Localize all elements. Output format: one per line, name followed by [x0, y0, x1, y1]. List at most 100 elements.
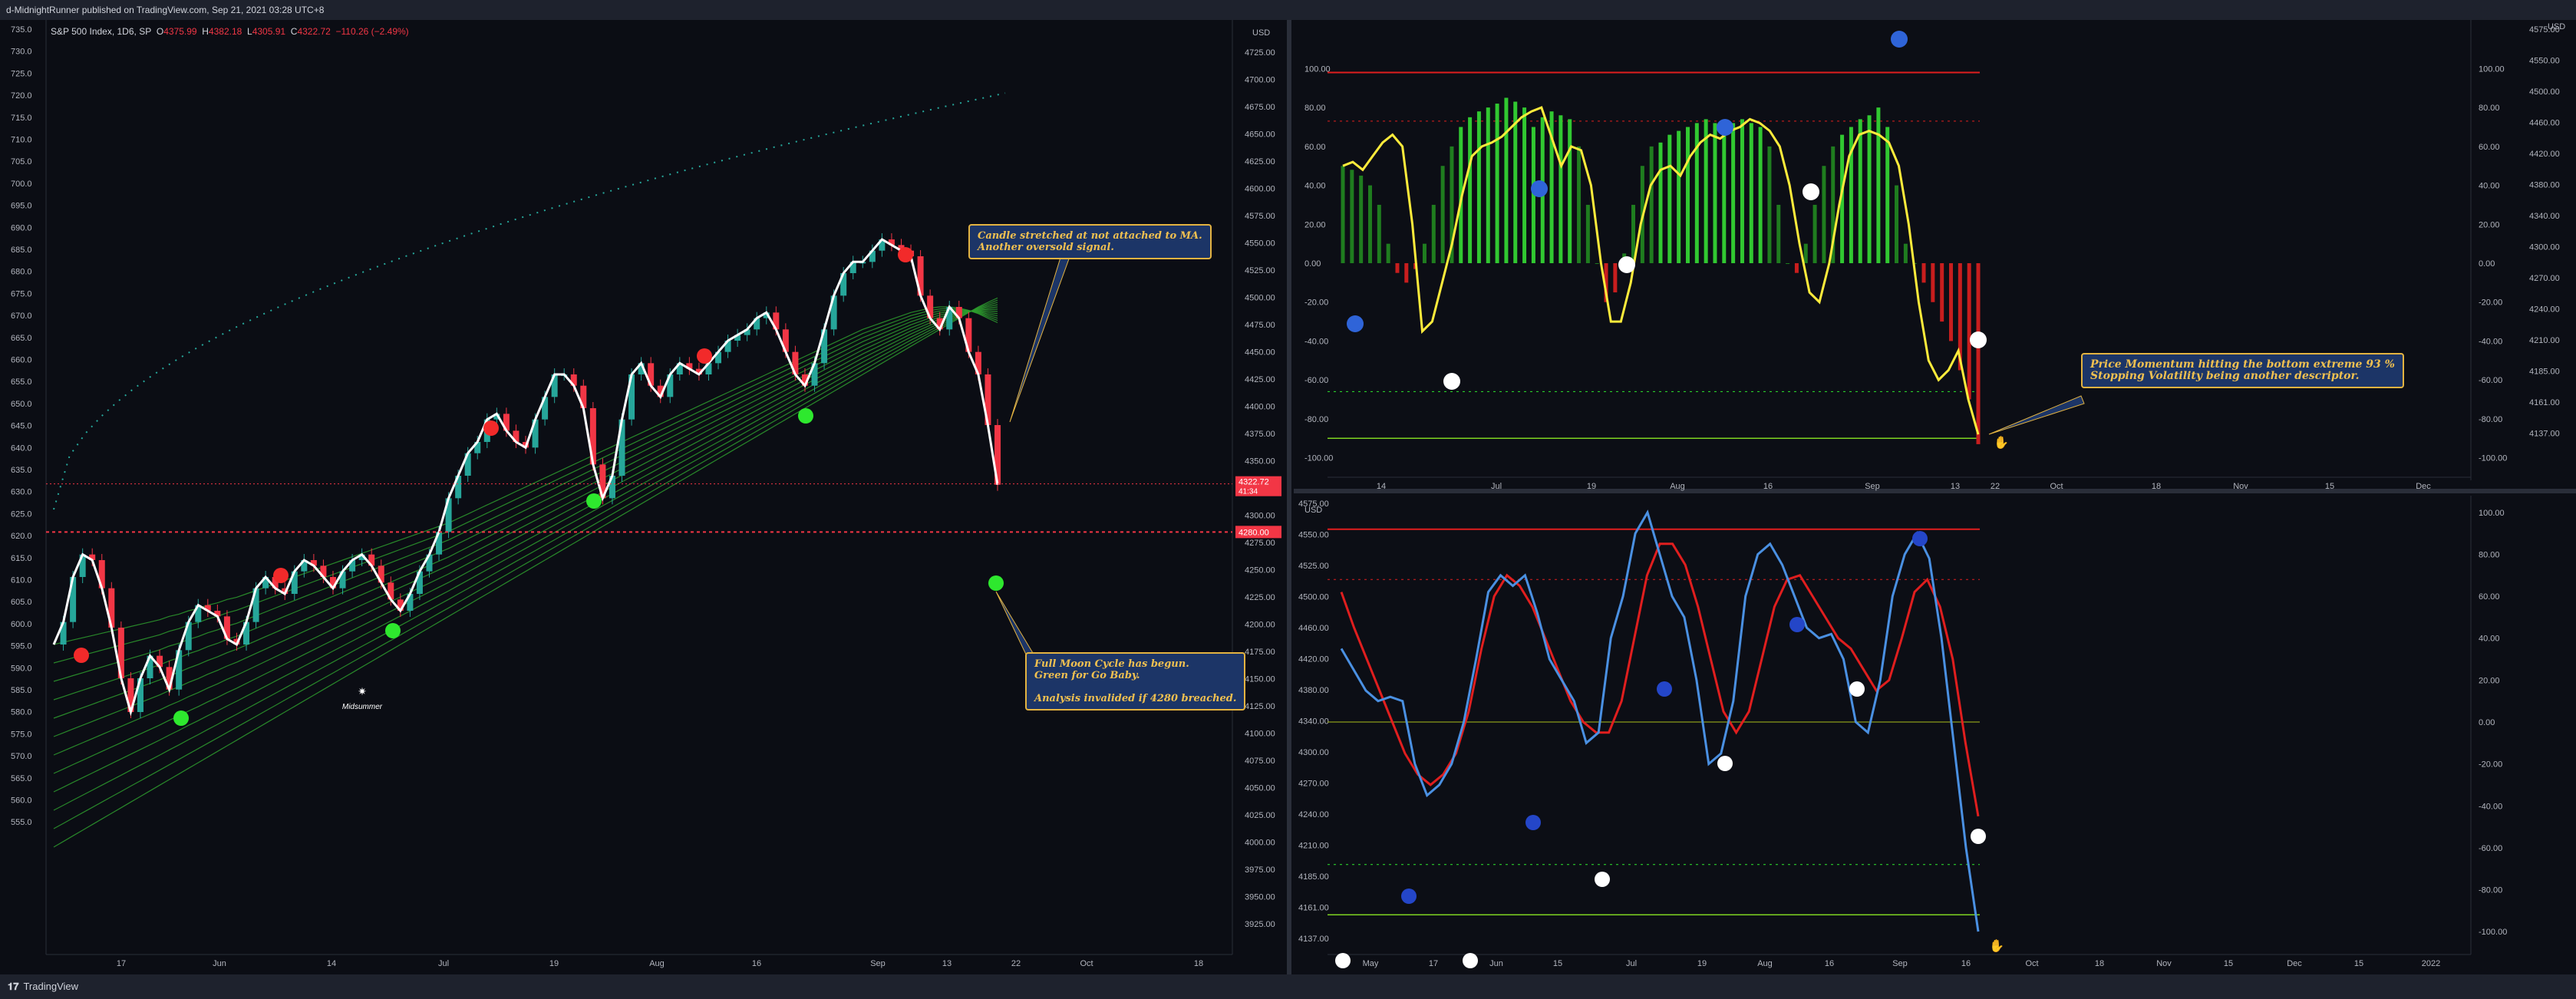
- left-axis-tick: 600.0: [11, 620, 32, 629]
- sell-signal-dot: [898, 247, 913, 262]
- momentum-blue-dot: [1891, 31, 1908, 48]
- momentum-right-tick: 60.00: [2479, 143, 2500, 152]
- candle-body: [638, 363, 645, 374]
- momentum-histogram-bar: [1731, 123, 1736, 264]
- stoch-left-tick: 4240.00: [1298, 810, 1329, 819]
- candle-body: [917, 256, 924, 296]
- candle-body: [551, 374, 558, 397]
- candle-body: [157, 655, 163, 668]
- x-axis-tick: Aug: [649, 959, 665, 968]
- candle-body: [98, 560, 105, 589]
- x-axis-tick: 18: [1194, 959, 1203, 968]
- momentum-histogram-bar: [1595, 263, 1599, 265]
- ma-ribbon-line: [53, 309, 998, 682]
- left-axis-tick: 565.0: [11, 774, 32, 783]
- price-line: [52, 238, 999, 717]
- momentum-right-tick: -40.00: [2479, 337, 2502, 346]
- momentum-far-tick: 4575.00: [2529, 25, 2560, 35]
- momentum-histogram-bar: [1422, 243, 1427, 264]
- legend-high-label: H: [202, 26, 209, 37]
- legend-low: 4305.91: [252, 26, 286, 37]
- stoch-blue-dot: [1912, 531, 1928, 546]
- momentum-histogram-bar: [1767, 146, 1772, 264]
- stoch-right-tick: -60.00: [2479, 844, 2502, 853]
- stoch-x-tick: 16: [1825, 959, 1834, 968]
- legend-open: 4375.99: [163, 26, 197, 37]
- momentum-histogram-bar: [1685, 127, 1690, 264]
- stoch-x-tick: 15: [1553, 959, 1562, 968]
- candle-body: [329, 577, 336, 589]
- momentum-histogram-bar: [1386, 243, 1390, 264]
- momentum-x-tick: Jul: [1491, 482, 1502, 491]
- momentum-histogram-bar: [1858, 119, 1862, 264]
- candle-body: [599, 464, 606, 499]
- momentum-left-tick: -20.00: [1304, 298, 1328, 308]
- right-axis-tick: 4300.00: [1245, 512, 1275, 521]
- momentum-histogram-bar: [1976, 263, 1981, 444]
- candle-body: [464, 453, 471, 476]
- momentum-histogram-bar: [1749, 123, 1753, 264]
- candle-body: [70, 577, 77, 622]
- support-price-tag: [1235, 526, 1281, 539]
- momentum-x-tick: 14: [1377, 482, 1386, 491]
- left-axis-tick: 725.0: [11, 69, 32, 78]
- ma-ribbon-line: [53, 308, 998, 756]
- stoch-x-tick: 15: [2354, 959, 2363, 968]
- momentum-far-tick: 4420.00: [2529, 150, 2560, 159]
- dotted-trend-line: [53, 92, 1006, 510]
- momentum-histogram-bar: [1631, 204, 1636, 264]
- left-axis-tick: 580.0: [11, 708, 32, 717]
- momentum-far-tick: 4240.00: [2529, 305, 2560, 315]
- momentum-histogram-bar: [1359, 175, 1364, 264]
- momentum-histogram-bar: [1786, 263, 1790, 265]
- left-axis-tick: 620.0: [11, 532, 32, 541]
- momentum-histogram-bar: [1958, 263, 1962, 371]
- candle-body: [89, 554, 96, 560]
- momentum-histogram-bar: [1876, 107, 1881, 264]
- candle-body: [493, 414, 500, 420]
- candle-body: [185, 621, 192, 651]
- momentum-histogram-bar: [1694, 123, 1699, 264]
- right-axis-tick: 4600.00: [1245, 185, 1275, 194]
- candle-body: [879, 239, 886, 251]
- candle-body: [176, 650, 183, 690]
- momentum-right-tick: -20.00: [2479, 298, 2502, 308]
- stoch-left-tick: 4185.00: [1298, 872, 1329, 882]
- left-axis-tick: 635.0: [11, 466, 32, 475]
- moon-note: Full Moon Cycle has begun. Green for Go …: [1025, 652, 1246, 711]
- momentum-far-tick: 4185.00: [2529, 368, 2560, 377]
- candle-body: [936, 318, 943, 330]
- left-axis-tick: 575.0: [11, 730, 32, 739]
- momentum-oscillator-line: [1342, 106, 1980, 435]
- momentum-left-tick: -80.00: [1304, 415, 1328, 424]
- momentum-far-tick: 4460.00: [2529, 119, 2560, 128]
- momentum-x-tick: Dec: [2416, 482, 2431, 491]
- right-axis-tick: 4050.00: [1245, 784, 1275, 793]
- candle-body: [474, 442, 481, 453]
- momentum-histogram-bar: [1822, 166, 1826, 264]
- momentum-histogram-bar: [1577, 146, 1582, 264]
- momentum-far-tick: 4137.00: [2529, 430, 2560, 439]
- candle-body: [676, 363, 683, 374]
- candle-body: [513, 430, 519, 442]
- footer: 𝟏𝟕 TradingView: [0, 974, 2576, 999]
- momentum-histogram-bar: [1377, 204, 1381, 264]
- ma-ribbon-line: [53, 306, 998, 645]
- momentum-histogram-bar: [1931, 263, 1935, 302]
- candle-body: [821, 329, 828, 364]
- momentum-histogram-bar: [1776, 204, 1781, 264]
- candle-body: [975, 351, 981, 374]
- momentum-histogram-bar: [1350, 170, 1354, 264]
- momentum-x-tick: 18: [2152, 482, 2161, 491]
- right-axis-tick: 4000.00: [1245, 839, 1275, 848]
- candle-body: [965, 318, 972, 352]
- candle-body: [754, 318, 760, 330]
- axis-currency-label: USD: [1304, 506, 1322, 515]
- momentum-left-tick: 40.00: [1304, 182, 1326, 191]
- right-axis-tick: 4475.00: [1245, 321, 1275, 330]
- momentum-histogram-bar: [1450, 146, 1454, 264]
- chart-canvas[interactable]: 735.0 730.0 725.0 720.0 715.0 710.0 705.0 700.0…: [0, 20, 2576, 974]
- stoch-right-tick: 60.00: [2479, 592, 2500, 602]
- momentum-far-tick: 4210.00: [2529, 336, 2560, 345]
- left-axis-tick: 590.0: [11, 664, 32, 673]
